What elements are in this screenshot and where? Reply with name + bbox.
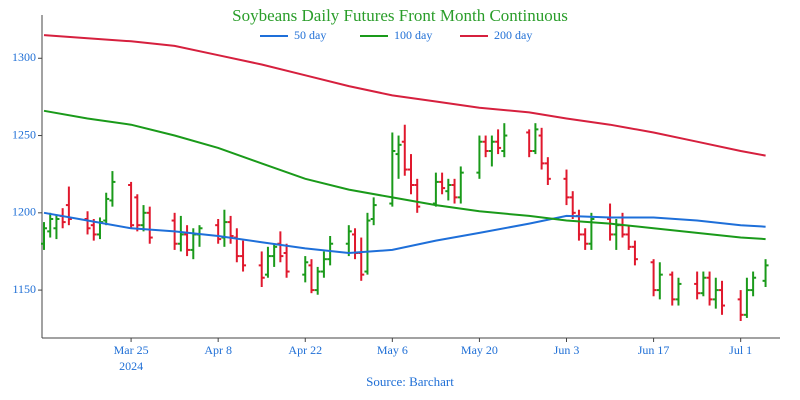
x-tick-label: Mar 25 [114,343,149,357]
x-tick-label: May 6 [377,343,408,357]
source-note: Source: Barchart [366,374,454,389]
legend-label: 50 day [294,28,326,42]
x-tick-label: Jun 17 [638,343,670,357]
x-tick-label: Apr 22 [288,343,322,357]
x-tick-label: Apr 8 [204,343,232,357]
y-tick-label: 1200 [12,205,36,219]
y-tick-label: 1150 [12,282,36,296]
moving-average-line [43,34,766,157]
x-tick-label: Jul 1 [729,343,752,357]
y-tick-label: 1250 [12,127,36,141]
y-tick-label: 1300 [12,50,36,64]
x-tick-label: Jun 3 [554,343,580,357]
x-tick-label: May 20 [461,343,498,357]
chart-title: Soybeans Daily Futures Front Month Conti… [232,6,568,25]
x-year-label: 2024 [119,359,143,373]
moving-average-line [43,109,766,241]
legend-label: 100 day [394,28,432,42]
moving-average-line [43,211,766,255]
legend-label: 200 day [494,28,532,42]
